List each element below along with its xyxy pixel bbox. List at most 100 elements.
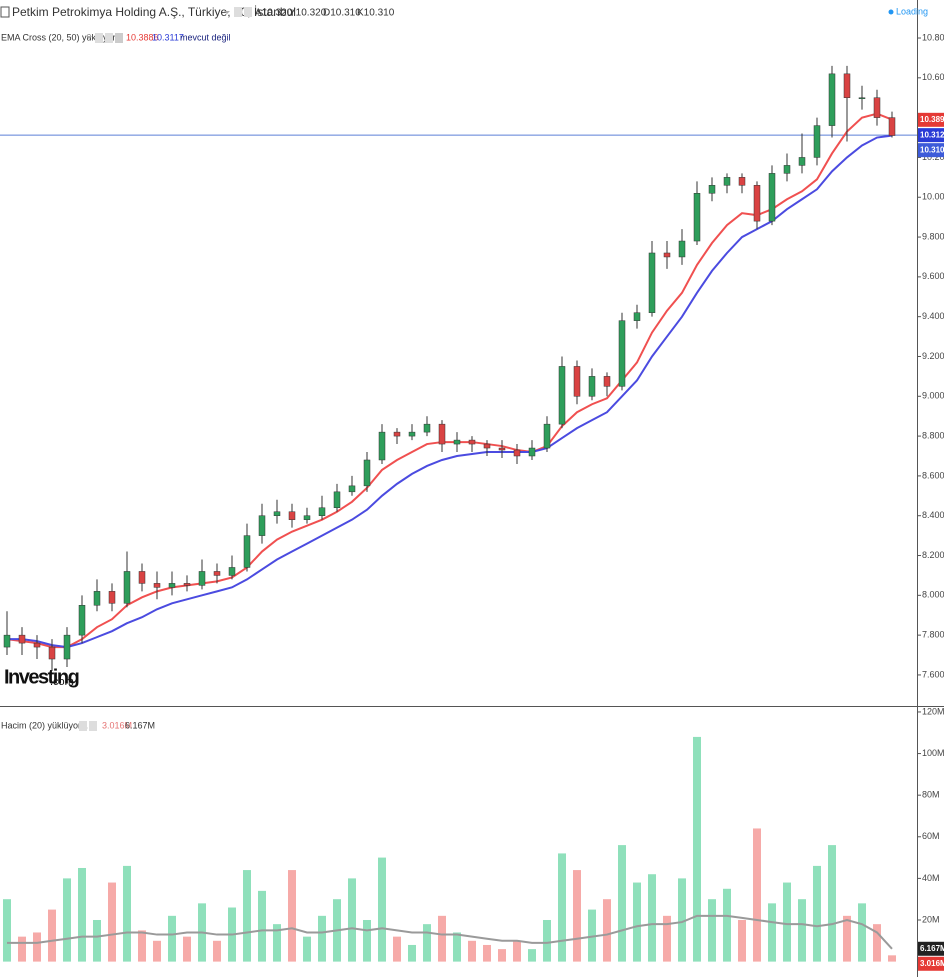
symbol-icon[interactable] bbox=[0, 6, 10, 18]
dropdown-arrow[interactable] bbox=[86, 36, 92, 39]
volume-bar bbox=[93, 919, 101, 962]
candle-body bbox=[633, 312, 641, 321]
candle-body bbox=[588, 376, 596, 397]
volume-bar bbox=[558, 853, 566, 962]
y-tick-label: 9.800 bbox=[922, 231, 944, 241]
y-tick-label: 7.600 bbox=[922, 669, 944, 679]
candle-body bbox=[678, 240, 686, 258]
volume-bar bbox=[513, 940, 521, 962]
y-tick-label: 7.800 bbox=[922, 630, 944, 640]
dropdown-arrow[interactable] bbox=[224, 11, 230, 14]
candle-body bbox=[108, 591, 116, 604]
volume-bar bbox=[108, 882, 116, 962]
candle-body bbox=[813, 125, 821, 158]
candle-body bbox=[573, 366, 581, 397]
y-tick-label: 120M bbox=[922, 706, 944, 716]
candle-body bbox=[423, 423, 431, 433]
candle-body bbox=[318, 507, 326, 516]
loading-status: Loading bbox=[896, 6, 928, 16]
volume-value: 6.167M bbox=[125, 720, 155, 730]
candle-body bbox=[858, 97, 866, 99]
volume-bar bbox=[783, 882, 791, 962]
y-tick-label: 8.800 bbox=[922, 430, 944, 440]
candle-body bbox=[18, 634, 26, 644]
candle-body bbox=[138, 571, 146, 584]
price-tag-label: 10.389 bbox=[920, 115, 944, 124]
volume-bar bbox=[438, 915, 446, 962]
candle-body bbox=[273, 511, 281, 516]
volume-bar bbox=[288, 870, 296, 962]
volume-bar bbox=[153, 940, 161, 962]
candle-body bbox=[453, 439, 461, 445]
ema-line bbox=[6, 112, 893, 649]
y-tick-label: 9.400 bbox=[922, 311, 944, 321]
y-tick-label: 9.600 bbox=[922, 271, 944, 281]
volume-bar bbox=[888, 955, 896, 962]
volume-bar bbox=[183, 936, 191, 962]
price-tag-label: 10.312 bbox=[920, 130, 944, 139]
volume-bar bbox=[78, 867, 86, 962]
close-icon[interactable] bbox=[115, 33, 123, 43]
y-tick-label: 40M bbox=[922, 873, 940, 883]
candle-body bbox=[693, 193, 701, 242]
ohlc-open: A10.320 bbox=[255, 8, 293, 19]
candle-body bbox=[3, 634, 11, 648]
price-tag-label: 6.167M bbox=[920, 944, 944, 953]
candle-body bbox=[723, 177, 731, 186]
y-tick-label: 20M bbox=[922, 914, 940, 924]
volume-bar bbox=[423, 924, 431, 962]
volume-bar bbox=[588, 909, 596, 962]
loading-dot bbox=[888, 9, 894, 15]
candle-body bbox=[528, 447, 536, 457]
volume-bar bbox=[453, 932, 461, 962]
volume-bar bbox=[648, 874, 656, 962]
volume-bar bbox=[63, 878, 71, 962]
candle-body bbox=[288, 511, 296, 520]
candle-body bbox=[153, 583, 161, 588]
price-tag bbox=[918, 128, 944, 143]
volume-bar bbox=[123, 865, 131, 962]
ohlc-high: Y10.320 bbox=[289, 8, 327, 19]
volume-bar bbox=[753, 828, 761, 962]
volume-bar bbox=[723, 888, 731, 962]
candle-body bbox=[498, 447, 506, 451]
candle-body bbox=[168, 583, 176, 588]
candle-body bbox=[438, 423, 446, 445]
settings-icon[interactable] bbox=[105, 33, 113, 43]
candle-body bbox=[558, 366, 566, 425]
volume-bar bbox=[678, 878, 686, 962]
y-tick-label: 9.200 bbox=[922, 351, 944, 361]
candle-body bbox=[303, 515, 311, 520]
y-tick-label: 10.800 bbox=[922, 32, 944, 42]
candle-body bbox=[93, 591, 101, 606]
volume-bar bbox=[468, 940, 476, 962]
volume-bar bbox=[378, 857, 386, 962]
volume-ma-line bbox=[7, 914, 893, 950]
volume-bar bbox=[363, 919, 371, 962]
ema-line bbox=[7, 134, 893, 649]
volume-bar bbox=[273, 924, 281, 962]
close-icon[interactable] bbox=[244, 7, 252, 17]
indicator-note: mevcut değil bbox=[180, 32, 231, 42]
visibility-icon[interactable] bbox=[95, 33, 103, 43]
candle-body bbox=[768, 173, 776, 222]
volume-bar bbox=[168, 915, 176, 962]
candle-body bbox=[648, 252, 656, 313]
visibility-icon[interactable] bbox=[79, 721, 87, 731]
volume-bar bbox=[3, 899, 11, 962]
volume-bar bbox=[633, 882, 641, 962]
volume-bar bbox=[618, 845, 626, 962]
candle-body bbox=[873, 97, 881, 118]
volume-bar bbox=[663, 915, 671, 962]
settings-icon[interactable] bbox=[234, 7, 242, 17]
candle-body bbox=[228, 567, 236, 576]
candle-body bbox=[603, 376, 611, 387]
candle-body bbox=[708, 185, 716, 194]
volume-bar bbox=[528, 949, 536, 962]
volume-title: Hacim (20) yüklüyor... bbox=[1, 720, 88, 730]
volume-bar bbox=[798, 899, 806, 962]
settings-icon[interactable] bbox=[89, 721, 97, 731]
candle-body bbox=[198, 571, 206, 586]
candle-body bbox=[513, 449, 521, 457]
volume-bar bbox=[858, 903, 866, 962]
